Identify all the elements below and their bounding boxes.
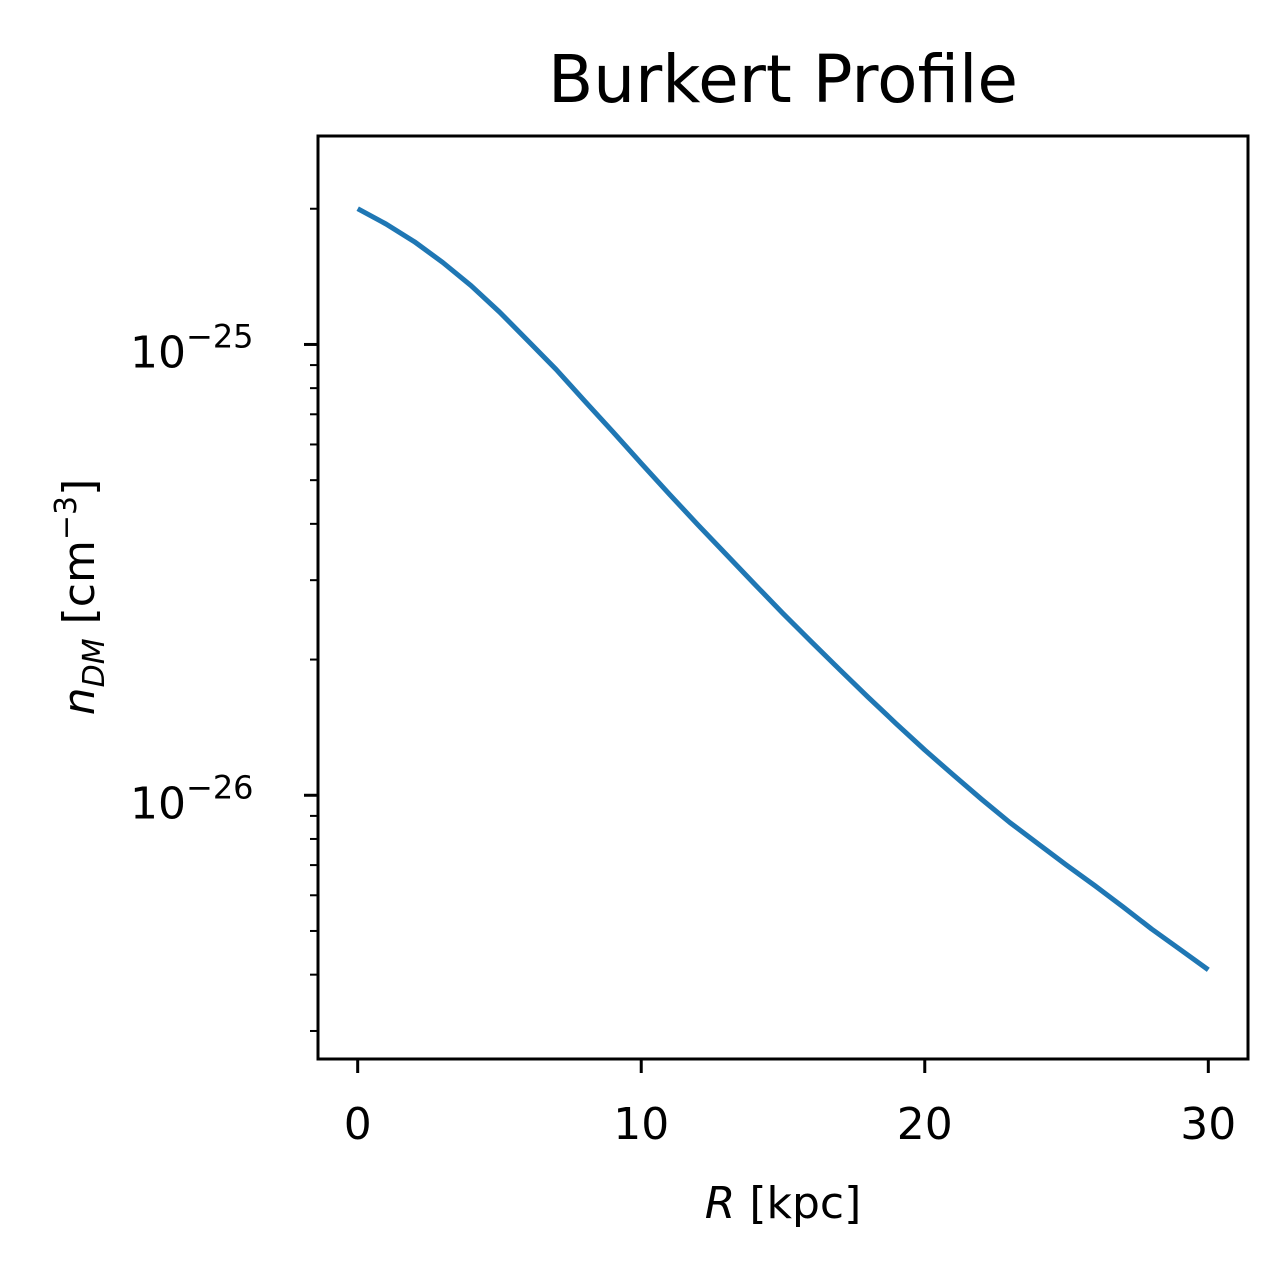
series-layer [356,206,1210,972]
x-axis-ticks: 0 10 20 30 [344,1059,1236,1150]
y-tick-label: 10−25 [130,317,254,378]
x-tick-label: 0 [344,1099,372,1150]
y-tick-label-exponent: −25 [186,317,254,355]
x-tick-label: 30 [1180,1099,1236,1150]
y-axis-label: nDM [cm−3] [49,479,112,716]
y-tick-label: 10−26 [130,768,254,829]
y-axis-label-unit: [cm [54,540,105,638]
y-tick-label-exponent: −26 [186,768,254,806]
plot-frame [316,134,1250,1061]
x-tick-label: 20 [897,1099,953,1150]
y-tick-label-base: 10 [130,327,186,378]
y-axis-label-unit-end: ] [54,479,105,496]
y-tick-label-base: 10 [130,778,186,829]
chart-title: Burkert Profile [548,41,1018,118]
series-line [356,206,1210,972]
x-axis-label-var: R [705,1178,736,1229]
y-axis-label-subscript: DM [77,638,112,687]
y-axis-label-unit-exponent: −3 [49,496,84,540]
x-tick-label: 10 [613,1099,669,1150]
x-axis-label-unit: [kpc] [735,1178,861,1229]
x-axis-label: R [kpc] [705,1178,862,1229]
y-axis-label-var: n [54,687,105,715]
